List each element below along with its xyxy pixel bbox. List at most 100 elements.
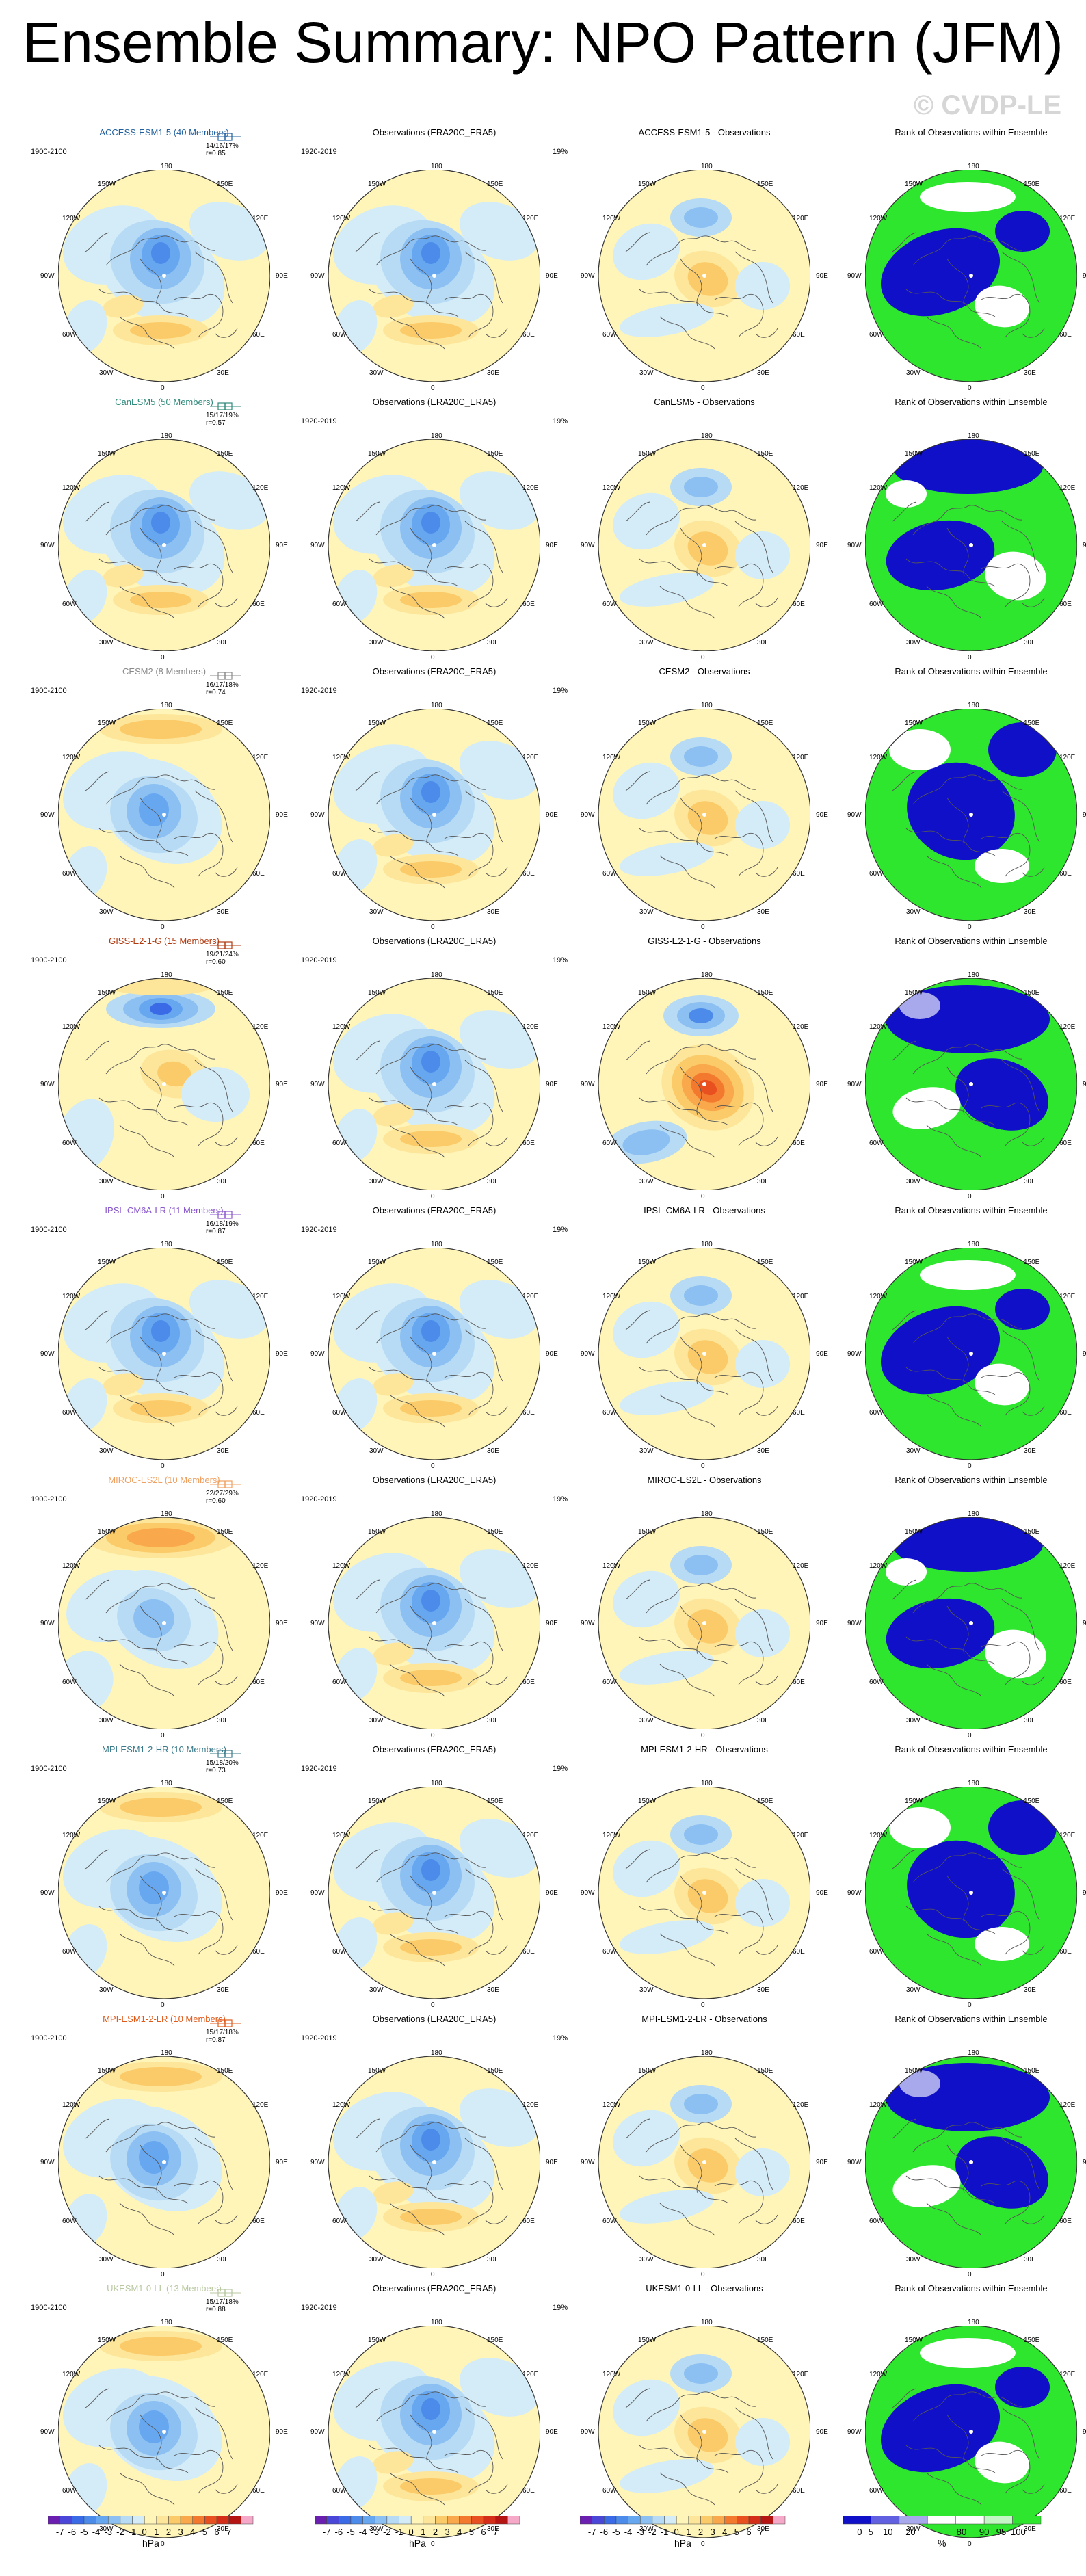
rank-title: Rank of Observations within Ensemble xyxy=(895,1205,1048,1215)
longitude-label: 90E xyxy=(816,1350,828,1358)
longitude-label: 150W xyxy=(905,1798,923,1805)
coastline xyxy=(194,2407,233,2460)
ensemble-spread-whisker xyxy=(210,941,241,949)
colorbar-tick: 6 xyxy=(214,2527,220,2537)
low-pressure-core xyxy=(421,2398,440,2420)
coastline xyxy=(215,597,238,607)
colorbar-swatch xyxy=(748,2515,761,2525)
psl-map xyxy=(328,439,540,651)
low-pressure-region xyxy=(735,262,790,310)
colorbar-tick: 5 xyxy=(734,2527,740,2537)
coastline xyxy=(98,1097,189,1126)
longitude-label: 90W xyxy=(581,272,595,280)
colorbar-tick: -3 xyxy=(104,2527,113,2537)
longitude-label: 60E xyxy=(252,1140,265,1147)
coastline xyxy=(625,1040,650,1061)
longitude-label: 30E xyxy=(487,1447,499,1455)
coastline xyxy=(680,2414,702,2463)
longitude-label: 90W xyxy=(310,2159,325,2166)
coastline xyxy=(174,2450,224,2494)
longitude-label: 150W xyxy=(98,2337,116,2344)
coastline xyxy=(734,790,773,843)
longitude-label: 30E xyxy=(757,2525,769,2533)
longitude-label: 150E xyxy=(1024,1798,1040,1805)
longitude-label: 60W xyxy=(62,1409,77,1417)
low-pressure-center xyxy=(133,1599,174,1638)
high-pressure-region xyxy=(373,2451,414,2474)
coastline xyxy=(464,2138,503,2190)
longitude-label: 90E xyxy=(816,2159,828,2166)
rank-low-region xyxy=(880,228,1001,317)
longitude-label: 180 xyxy=(431,971,442,979)
longitude-label: 30E xyxy=(217,1717,229,1724)
rank-low-region xyxy=(899,992,940,1019)
colorbar-tick: 0 xyxy=(142,2527,147,2537)
longitude-label: 30E xyxy=(217,639,229,646)
coastline xyxy=(680,1066,702,1116)
high-pressure-core xyxy=(687,262,728,296)
colorbar-tick: -3 xyxy=(371,2527,380,2537)
longitude-label: 30E xyxy=(217,1178,229,1185)
longitude-label: 30W xyxy=(906,1447,921,1455)
longitude-label: 150W xyxy=(368,1528,386,1536)
rank-mid-region xyxy=(985,551,1046,601)
low-pressure-core xyxy=(421,2129,440,2151)
rank-low-region xyxy=(892,1517,1043,1572)
coastline xyxy=(646,1313,756,1344)
colorbar-swatch xyxy=(615,2515,628,2525)
coastline xyxy=(375,1044,486,1075)
longitude-label: 150E xyxy=(1024,720,1040,727)
period-label: 1900-2100 xyxy=(31,687,67,695)
high-pressure-core xyxy=(400,1939,462,1956)
longitude-label: 150E xyxy=(217,450,233,458)
coastline xyxy=(625,771,650,791)
pole-marker xyxy=(702,543,706,547)
pattern-stats: 15/18/20% r=0.73 xyxy=(206,1759,239,1774)
coastline xyxy=(355,1310,380,1330)
longitude-label: 60E xyxy=(252,1948,265,1956)
coastline xyxy=(464,1060,503,1112)
colorbar-swatch xyxy=(592,2515,605,2525)
colorbar-swatch xyxy=(604,2515,617,2525)
low-pressure-region xyxy=(619,573,715,607)
coastline xyxy=(680,527,702,577)
low-pressure-center xyxy=(684,746,718,767)
colorbar-tick: 7 xyxy=(226,2527,232,2537)
pattern-stats: 15/17/18% r=0.88 xyxy=(206,2298,239,2313)
psl-map xyxy=(598,2056,810,2268)
colorbar-tick: -3 xyxy=(636,2527,645,2537)
longitude-label: 0 xyxy=(968,2001,972,2009)
coastline xyxy=(926,1664,982,1697)
colorbar-swatch xyxy=(168,2515,181,2525)
coastline xyxy=(912,1852,1023,1883)
low-pressure-region xyxy=(459,471,540,530)
longitude-label: 150E xyxy=(1024,181,1040,188)
rank-mid-region xyxy=(920,1260,1016,1290)
low-pressure-region xyxy=(735,801,790,849)
rank-low-region xyxy=(995,211,1050,252)
pole-marker xyxy=(702,1082,706,1086)
longitude-label: 60E xyxy=(252,2218,265,2225)
longitude-label: 120W xyxy=(602,2101,621,2109)
longitude-label: 150E xyxy=(487,1528,503,1536)
longitude-label: 150E xyxy=(217,2337,233,2344)
coastline xyxy=(375,1313,486,1344)
longitude-label: 90E xyxy=(276,272,288,280)
low-pressure-core xyxy=(421,512,440,534)
longitude-label: 90W xyxy=(40,542,55,549)
model-panel: UKESM1-0-LL (13 Members) 1900-2100 15/17/1… xyxy=(31,2283,297,2553)
longitude-label: 30W xyxy=(369,1447,384,1455)
coastline xyxy=(485,1945,508,1955)
coastline xyxy=(485,2214,508,2224)
longitude-label: 150W xyxy=(98,181,116,188)
colorbar-tick: 95 xyxy=(996,2527,1007,2537)
longitude-label: 30E xyxy=(757,1447,769,1455)
rank-panel: Rank of Observations within Ensemble20%1… xyxy=(838,127,1086,397)
longitude-label: 60W xyxy=(62,601,77,608)
colorbar-swatch xyxy=(676,2515,689,2525)
longitude-label: 90W xyxy=(40,2159,55,2166)
longitude-label: 0 xyxy=(161,384,165,392)
longitude-label: 120E xyxy=(1059,1293,1076,1300)
colorbar-swatch xyxy=(652,2515,665,2525)
coastline xyxy=(410,797,432,846)
